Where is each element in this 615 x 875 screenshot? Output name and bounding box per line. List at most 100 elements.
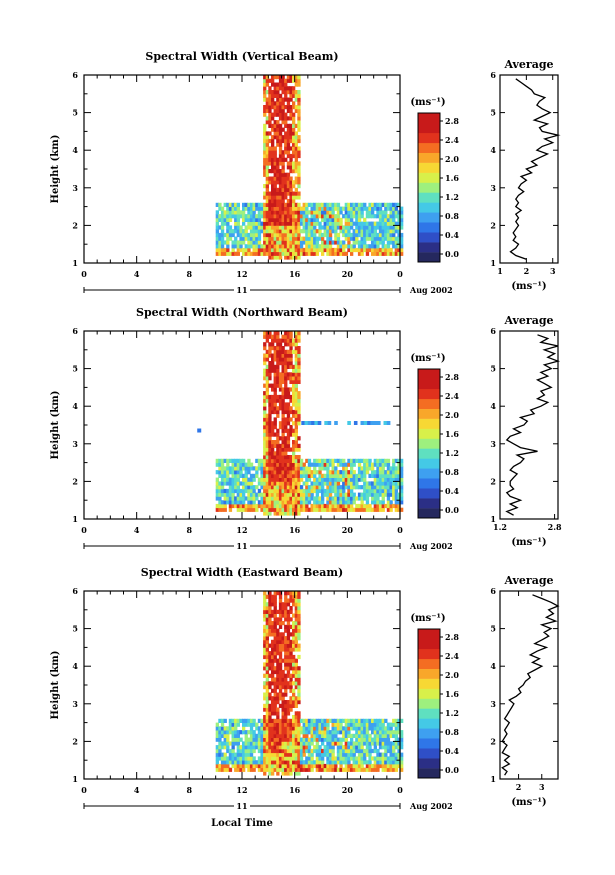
profile-frame <box>499 74 559 264</box>
colorbar: 0.0 0.4 0.8 1.2 1.6 2.0 2.4 2.8 <box>417 112 459 263</box>
x-tick-label: 12 <box>236 525 247 535</box>
profile-line <box>509 78 561 260</box>
y-tick-label: 3 <box>72 699 78 709</box>
colorbar-tick-label: 2.0 <box>445 670 459 680</box>
colorbar-swatch <box>418 718 440 729</box>
colorbar-tick-label: 1.2 <box>445 192 459 202</box>
profile-y-tick-label: 1 <box>490 774 496 784</box>
colorbar-tick-label: 2.4 <box>445 135 459 145</box>
y-tick-label: 1 <box>72 514 78 524</box>
y-tick-label: 2 <box>72 220 78 230</box>
colorbar-swatch <box>418 232 440 243</box>
colorbar-swatch <box>418 478 440 489</box>
profile-x-axis-label: (ms⁻¹) <box>511 281 546 292</box>
x-tick-label: 0 <box>81 269 87 279</box>
colorbar-swatch <box>418 222 440 233</box>
colorbar-swatch <box>418 378 440 390</box>
colorbar-tick-label: 1.6 <box>445 429 459 439</box>
x-tick-label: 8 <box>187 525 193 535</box>
profile-y-tick-label: 6 <box>490 586 496 596</box>
colorbar-swatch <box>418 242 440 253</box>
x-tick-label: 4 <box>134 785 140 795</box>
colorbar-swatch <box>418 172 440 183</box>
y-tick-label: 4 <box>72 661 78 671</box>
colorbar-tick-label: 1.6 <box>445 689 459 699</box>
colorbar-tick-label: 2.0 <box>445 410 459 420</box>
colorbar-swatch <box>418 438 440 449</box>
colorbar-tick-label: 0.0 <box>445 505 459 515</box>
profile-title: Average <box>503 314 553 327</box>
profile-y-tick-label: 5 <box>490 108 496 118</box>
colorbar-tick-label: 0.4 <box>445 746 459 756</box>
colorbar-swatch <box>418 369 440 380</box>
colorbar-tick-label: 0.0 <box>445 249 459 259</box>
colorbar-swatch <box>418 142 440 153</box>
y-tick-label: 5 <box>72 108 78 118</box>
colorbar-swatch <box>418 458 440 469</box>
y-axis-label: Height (km) <box>50 391 61 460</box>
colorbar-swatch <box>418 498 440 509</box>
colorbar-tick-label: 2.8 <box>445 632 459 642</box>
y-tick-label: 6 <box>72 70 78 80</box>
colorbar-swatch <box>418 698 440 709</box>
y-tick-label: 6 <box>72 326 78 336</box>
y-tick-label: 2 <box>72 736 78 746</box>
colorbar-tick-label: 2.8 <box>445 116 459 126</box>
profile-x-tick-label: 1.2 <box>493 522 507 532</box>
colorbar-unit: (ms⁻¹) <box>410 613 445 624</box>
colorbar-tick-label: 2.4 <box>445 651 459 661</box>
profile-line <box>501 594 560 776</box>
date-label: Aug 2002 <box>409 541 453 551</box>
colorbar: 0.0 0.4 0.8 1.2 1.6 2.0 2.4 2.8 <box>417 368 459 519</box>
profile-y-tick-label: 4 <box>490 401 496 411</box>
colorbar-tick-label: 0.4 <box>445 230 459 240</box>
y-tick-label: 1 <box>72 258 78 268</box>
profile-x-tick-label: 3 <box>539 782 545 792</box>
y-tick-label: 4 <box>72 401 78 411</box>
colorbar-swatch <box>418 152 440 163</box>
colorbar-swatch <box>418 748 440 759</box>
profile-y-tick-label: 5 <box>490 624 496 634</box>
profile-frame <box>499 590 559 780</box>
y-tick-label: 5 <box>72 624 78 634</box>
colorbar-unit: (ms⁻¹) <box>410 353 445 364</box>
x-tick-label: 0 <box>397 525 403 535</box>
x-tick-label: 4 <box>134 269 140 279</box>
profile-x-tick-label: 2 <box>524 266 530 276</box>
profile-y-tick-label: 4 <box>490 661 496 671</box>
y-axis-label: Height (km) <box>50 651 61 720</box>
colorbar-swatch <box>418 398 440 409</box>
colorbar-swatch <box>418 448 440 459</box>
y-tick-label: 2 <box>72 476 78 486</box>
profile-y-tick-label: 3 <box>490 183 496 193</box>
colorbar-tick-label: 0.8 <box>445 727 459 737</box>
profile-y-tick-label: 6 <box>490 326 496 336</box>
y-tick-label: 3 <box>72 439 78 449</box>
x-tick-label: 8 <box>187 785 193 795</box>
colorbar-swatch <box>418 488 440 499</box>
x-tick-label: 20 <box>342 525 354 535</box>
colorbar-swatch <box>418 708 440 719</box>
colorbar-tick-label: 1.2 <box>445 708 459 718</box>
colorbar-tick-label: 2.0 <box>445 154 459 164</box>
profile-y-tick-label: 2 <box>490 220 496 230</box>
x-tick-label: 16 <box>289 269 301 279</box>
colorbar-swatch <box>418 768 440 779</box>
colorbar-unit: (ms⁻¹) <box>410 97 445 108</box>
colorbar-swatch <box>418 192 440 203</box>
colorbar-swatch <box>418 212 440 223</box>
colorbar-swatch <box>418 668 440 679</box>
colorbar-tick-label: 2.4 <box>445 391 459 401</box>
y-tick-label: 6 <box>72 586 78 596</box>
colorbar-swatch <box>418 202 440 213</box>
x-tick-label: 20 <box>342 785 354 795</box>
x-tick-label: 0 <box>81 785 87 795</box>
x-tick-label: 0 <box>397 785 403 795</box>
colorbar-swatch <box>418 388 440 400</box>
profile-y-tick-label: 3 <box>490 439 496 449</box>
day-label: 11 <box>236 285 247 295</box>
colorbar-swatch <box>418 648 440 660</box>
x-tick-label: 12 <box>236 785 247 795</box>
profile-y-tick-label: 3 <box>490 699 496 709</box>
colorbar-swatch <box>418 418 440 429</box>
